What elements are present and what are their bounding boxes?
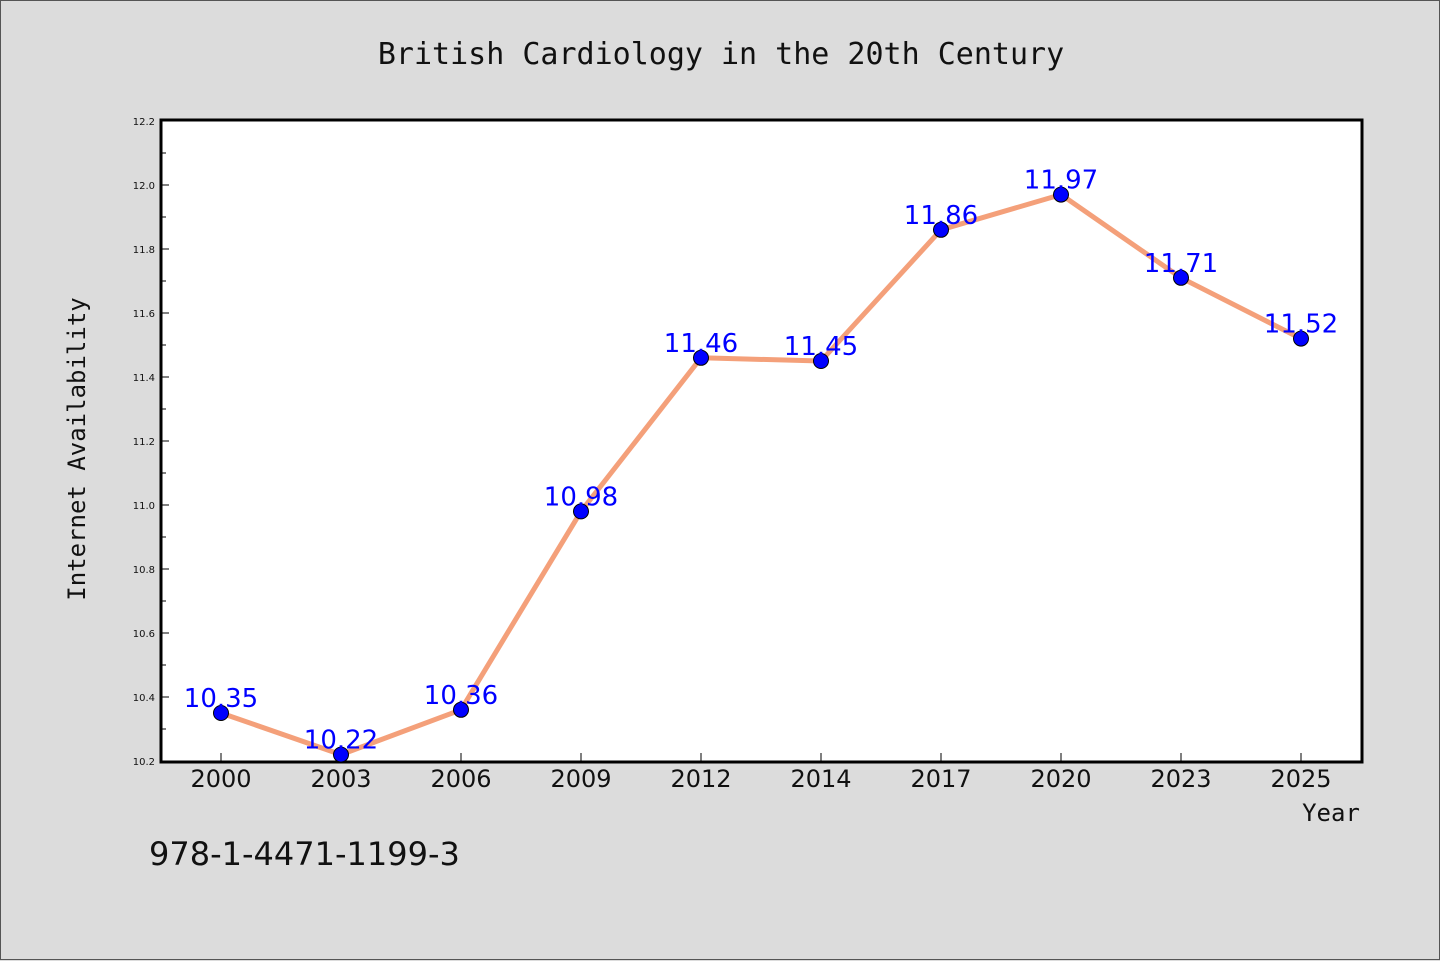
data-label: 11.52 [1264, 310, 1338, 340]
data-point-marker [693, 349, 709, 366]
x-tick-label: 2003 [310, 765, 371, 793]
y-tick-label: 10.2 [133, 757, 155, 768]
x-tick-label: 2012 [670, 765, 731, 793]
x-axis-label: Year [1302, 799, 1360, 827]
data-point-marker [813, 353, 829, 369]
y-axis-label: Internet Availability [63, 297, 91, 600]
data-point-marker [1293, 330, 1309, 347]
x-tick-label: 2014 [790, 765, 851, 793]
x-tick-label: 2023 [1150, 765, 1211, 793]
x-tick-label: 2017 [910, 765, 971, 793]
y-tick-label: 11.0 [133, 501, 155, 512]
x-tick-label: 2020 [1030, 765, 1091, 793]
plot-area [159, 118, 1364, 764]
data-label: 11.46 [664, 329, 738, 359]
y-tick-label: 10.4 [133, 693, 155, 704]
data-point-marker [933, 221, 949, 238]
x-axis-ticks: 2000 2003 2006 2009 2012 2014 2017 2020 2023 2025 [190, 753, 1332, 793]
data-label: 10.22 [304, 726, 378, 756]
data-point-marker [333, 746, 349, 763]
y-tick-label: 11.4 [133, 373, 155, 384]
data-label: 10.98 [544, 482, 618, 512]
y-tick-label: 12.2 [133, 117, 155, 128]
y-tick-label: 11.2 [133, 437, 155, 448]
data-label: 11.86 [904, 201, 978, 231]
data-label: 11.97 [1024, 166, 1098, 196]
isbn-footer: 978-1-4471-1199-3 [149, 835, 460, 873]
x-tick-label: 2000 [190, 765, 251, 793]
data-label: 10.36 [424, 681, 498, 711]
data-labels-group: 10.35 10.22 10.36 10.98 11.46 11.45 11.86 11.97… [184, 166, 1338, 756]
data-point-marker [453, 701, 469, 718]
y-tick-label: 12.0 [133, 181, 155, 192]
y-tick-label: 10.6 [133, 629, 155, 640]
data-label: 11.45 [784, 332, 858, 362]
series-group [213, 186, 1309, 763]
y-tick-label: 10.8 [133, 565, 155, 576]
y-tick-label: 11.6 [133, 309, 155, 320]
data-label: 11.71 [1144, 249, 1218, 279]
data-point-marker [213, 705, 229, 721]
x-tick-label: 2006 [430, 765, 491, 793]
series-line [218, 192, 1304, 758]
x-tick-label: 2009 [550, 765, 611, 793]
x-tick-label: 2025 [1270, 765, 1331, 793]
y-tick-label: 11.8 [133, 245, 155, 256]
data-point-marker [573, 503, 589, 520]
data-label: 10.35 [184, 684, 258, 714]
chart-title: British Cardiology in the 20th Century [378, 37, 1064, 72]
data-point-marker [1053, 186, 1069, 203]
y-axis-ticks: 10.2 10.4 10.6 10.8 11.0 11.2 11.4 11.6 11.8 12.0… [133, 117, 169, 768]
data-point-marker [1173, 269, 1189, 286]
